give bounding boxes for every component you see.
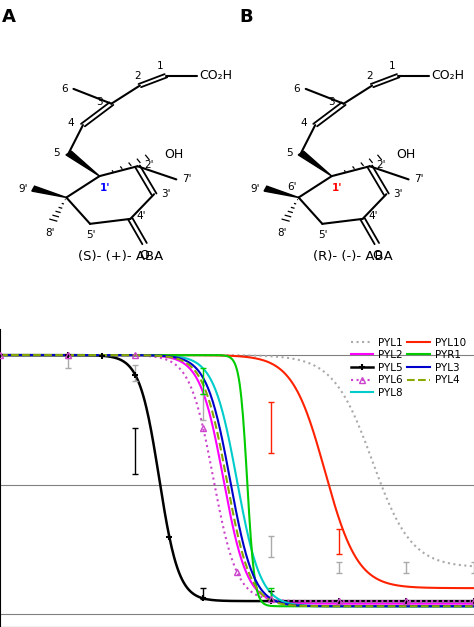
Text: 3': 3' [393, 189, 402, 199]
Text: 9': 9' [18, 184, 27, 194]
Text: 2: 2 [366, 71, 373, 81]
Text: 3': 3' [161, 189, 170, 199]
Text: 9': 9' [250, 184, 260, 194]
Text: O: O [372, 248, 382, 261]
Text: 4': 4' [368, 211, 378, 221]
Polygon shape [298, 151, 332, 176]
Text: 6: 6 [61, 84, 68, 94]
Polygon shape [66, 151, 100, 176]
Text: CO₂H: CO₂H [199, 69, 232, 82]
Text: A: A [2, 8, 16, 26]
Text: 1': 1' [100, 182, 110, 192]
Text: CO₂H: CO₂H [431, 69, 465, 82]
Text: 5': 5' [86, 229, 96, 240]
Text: 8': 8' [45, 228, 55, 238]
Text: 1: 1 [389, 61, 396, 71]
Text: 2': 2' [144, 160, 154, 169]
Text: 2': 2' [376, 160, 386, 169]
Text: 5: 5 [54, 148, 60, 158]
Text: 4': 4' [136, 211, 146, 221]
Legend: PYL1, PYL2, PYL5, PYL6, PYL8, PYL10, PYR1, PYL3, PYL4: PYL1, PYL2, PYL5, PYL6, PYL8, PYL10, PYR… [347, 334, 469, 401]
Text: O: O [140, 248, 149, 261]
Text: 5': 5' [319, 229, 328, 240]
Text: 2: 2 [134, 71, 141, 81]
Text: 3: 3 [96, 97, 103, 107]
Text: (S)- (+)- ABA: (S)- (+)- ABA [78, 250, 164, 263]
Text: 3: 3 [328, 97, 335, 107]
Text: OH: OH [397, 147, 416, 161]
Text: 6: 6 [293, 84, 300, 94]
Text: 7': 7' [182, 174, 191, 184]
Polygon shape [264, 186, 299, 198]
Text: (R)- (-)- ABA: (R)- (-)- ABA [313, 250, 393, 263]
Text: 1': 1' [332, 182, 342, 192]
Text: 4: 4 [300, 119, 307, 129]
Text: 7': 7' [414, 174, 424, 184]
Text: OH: OH [164, 147, 184, 161]
Text: 4: 4 [68, 119, 74, 129]
Text: B: B [239, 8, 253, 26]
Polygon shape [32, 186, 66, 198]
Text: 5: 5 [286, 148, 292, 158]
Text: 8': 8' [277, 228, 287, 238]
Text: 1: 1 [157, 61, 164, 71]
Text: 6': 6' [287, 182, 296, 192]
